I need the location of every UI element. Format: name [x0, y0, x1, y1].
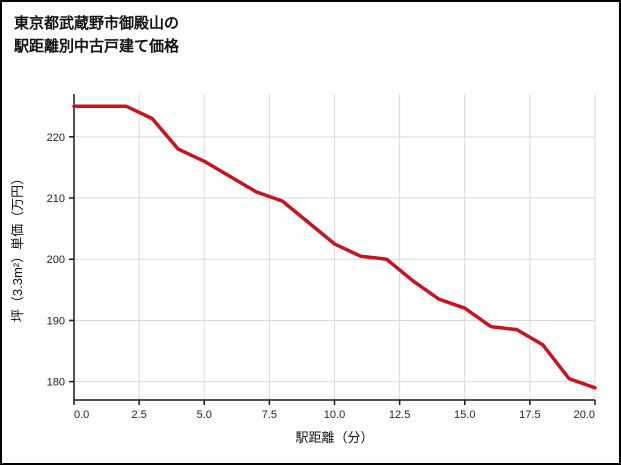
chart-title: 東京都武蔵野市御殿山の 駅距離別中古戸建て価格 [14, 12, 179, 59]
x-tick-label: 2.5 [131, 409, 146, 421]
x-tick-label: 12.5 [389, 409, 410, 421]
x-tick-label: 7.5 [262, 409, 277, 421]
y-tick-label: 200 [47, 254, 65, 266]
y-tick-label: 220 [47, 132, 65, 144]
x-tick-label: 17.5 [519, 409, 540, 421]
chart-title-line1: 東京都武蔵野市御殿山の [14, 15, 180, 32]
price-line-series [72, 104, 597, 390]
x-tick-label: 20.0 [574, 409, 595, 421]
chart-title-line2: 駅距離別中古戸建て価格 [14, 38, 180, 56]
y-tick-label: 190 [47, 315, 65, 327]
x-tick-label: 15.0 [454, 409, 475, 421]
x-tick-label: 0.0 [74, 409, 89, 421]
x-axis-title: 駅距離（分） [295, 430, 373, 445]
line-chart: 0.0 2.5 5.0 7.5 10.0 12.5 15.0 17.5 20.0 180 190 20… [10, 94, 597, 445]
y-tick-label: 210 [47, 193, 65, 205]
x-tick-label: 10.0 [324, 409, 345, 421]
y-axis-title: 坪（3.3m²）単価（万円） [10, 172, 25, 322]
x-tick-label: 5.0 [197, 409, 212, 421]
y-tick-label: 180 [47, 377, 65, 389]
